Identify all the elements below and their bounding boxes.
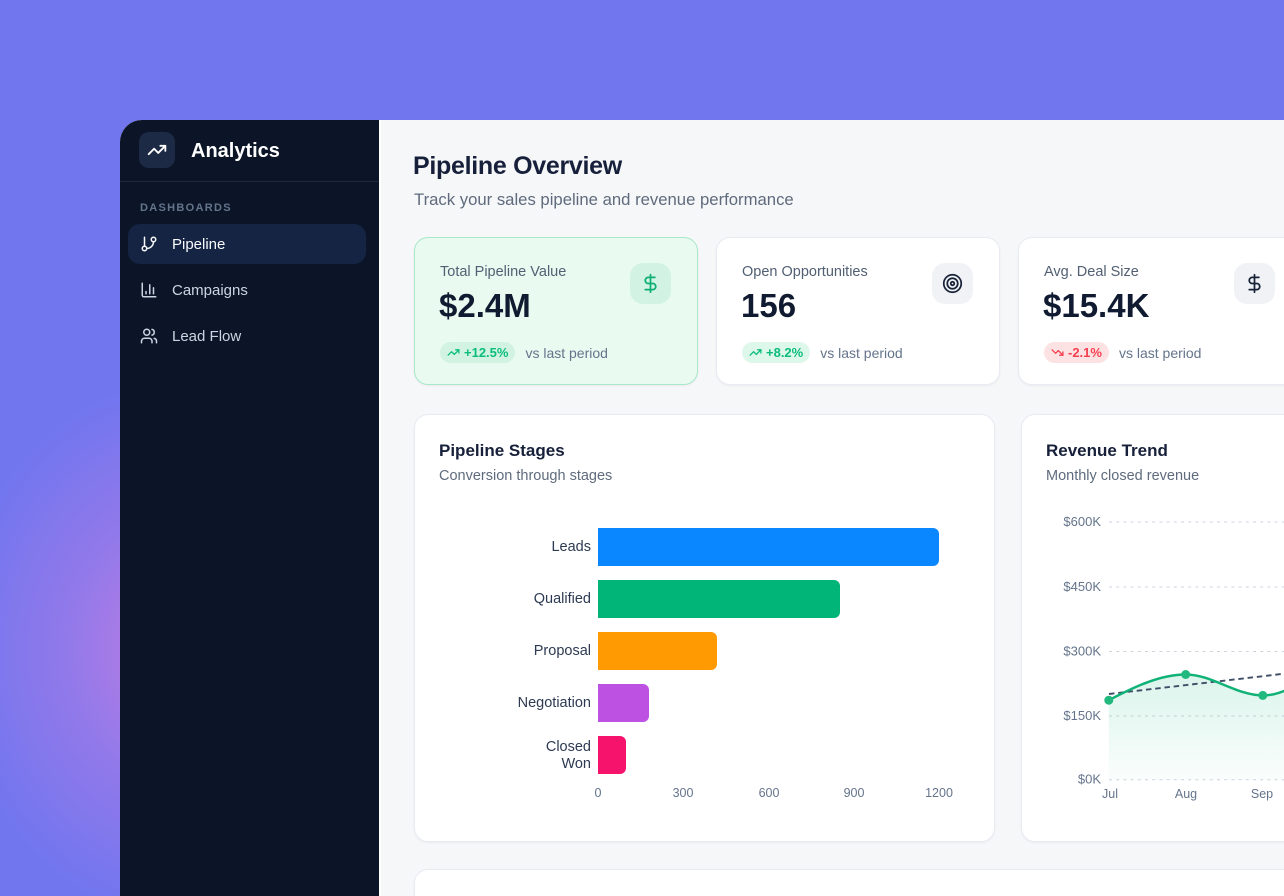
svg-text:Sep: Sep [1251, 787, 1273, 801]
svg-text:$150K: $150K [1063, 708, 1101, 723]
svg-text:$450K: $450K [1063, 579, 1101, 594]
svg-text:Jul: Jul [1102, 787, 1118, 801]
svg-text:Aug: Aug [1175, 787, 1197, 801]
svg-text:$600K: $600K [1063, 514, 1101, 529]
svg-text:$0K: $0K [1078, 772, 1101, 787]
svg-text:$300K: $300K [1063, 644, 1101, 659]
